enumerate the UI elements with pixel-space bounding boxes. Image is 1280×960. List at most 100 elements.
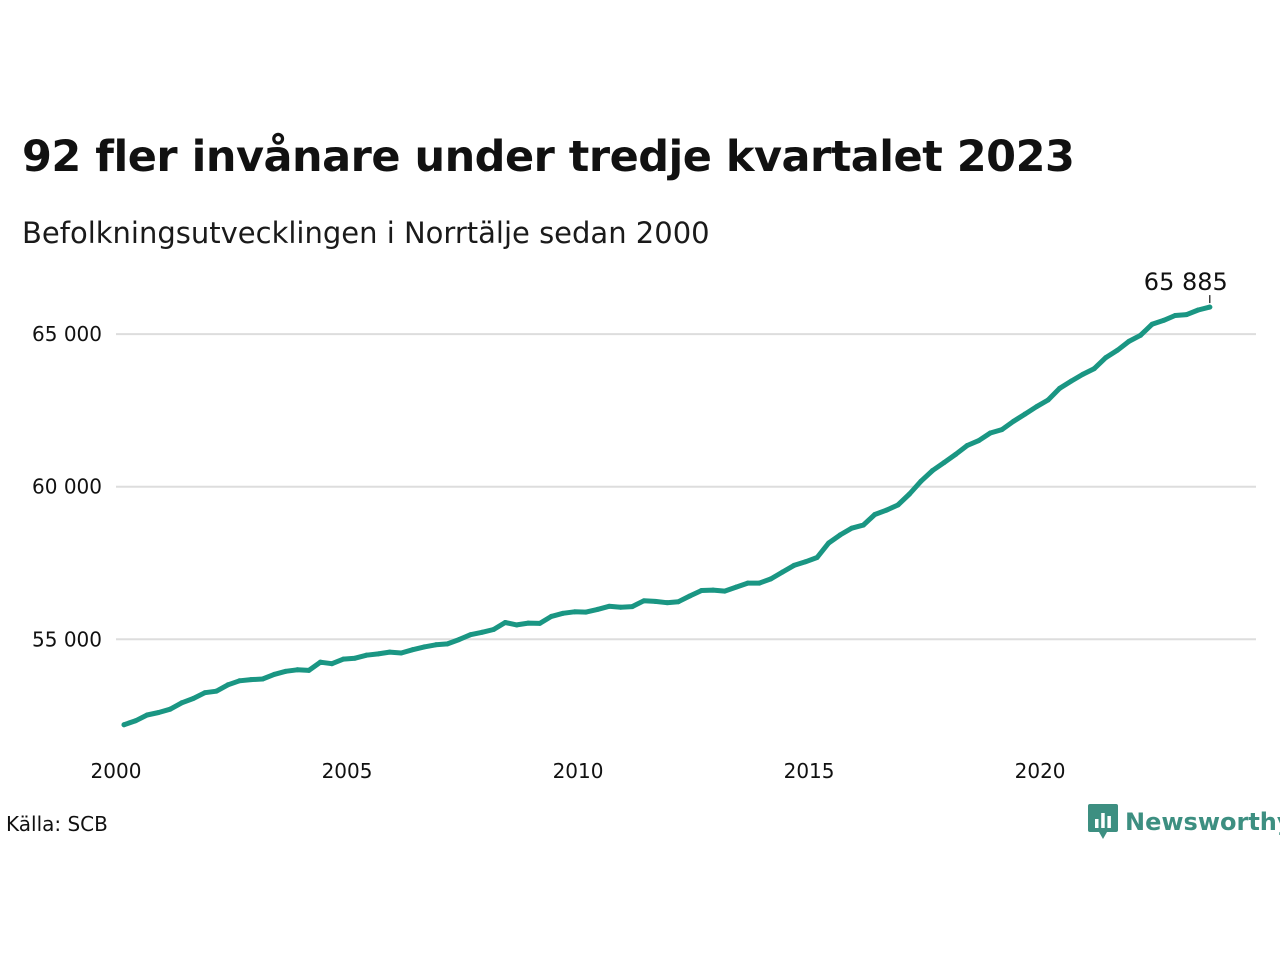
data-point: [1010, 418, 1016, 424]
data-point: [398, 650, 404, 656]
data-point: [410, 647, 416, 653]
data-point: [1195, 307, 1201, 313]
data-point: [987, 430, 993, 436]
data-point: [583, 609, 589, 615]
data-point: [953, 451, 959, 457]
data-point: [444, 641, 450, 647]
data-point: [872, 511, 878, 517]
data-point: [883, 507, 889, 513]
x-axis-labels: 2000 2005 2010 2015 2020: [91, 759, 1066, 783]
data-point: [710, 587, 716, 593]
data-point: [999, 427, 1005, 433]
data-point: [895, 502, 901, 508]
data-point: [1045, 397, 1051, 403]
data-point: [560, 610, 566, 616]
data-point: [479, 629, 485, 635]
data-point: [329, 661, 335, 667]
data-point: [1103, 355, 1109, 361]
data-point: [525, 620, 531, 626]
data-point: [468, 632, 474, 638]
data-point: [179, 700, 185, 706]
data-point: [1114, 347, 1120, 353]
x-tick-label: 2000: [91, 759, 142, 783]
data-point: [1057, 385, 1063, 391]
y-tick-label: 65 000: [32, 322, 102, 346]
data-point: [514, 622, 520, 628]
x-tick-label: 2015: [784, 759, 835, 783]
data-point: [837, 532, 843, 538]
data-point: [156, 710, 162, 716]
x-tick-label: 2020: [1015, 759, 1066, 783]
data-point: [190, 695, 196, 701]
data-point: [964, 442, 970, 448]
data-point: [456, 637, 462, 643]
data-point: [1126, 338, 1132, 344]
data-point: [248, 677, 254, 683]
end-value-label: 65 885: [1144, 268, 1228, 296]
data-point: [1207, 304, 1213, 310]
data-point: [1137, 332, 1143, 338]
data-point: [941, 460, 947, 466]
data-point: [930, 468, 936, 474]
data-point: [260, 676, 266, 682]
data-point: [826, 540, 832, 546]
data-point: [652, 598, 658, 604]
data-point: [618, 604, 624, 610]
newsworthy-logo-text: Newsworthy: [1125, 808, 1280, 836]
series-layer: [121, 304, 1213, 728]
data-point: [225, 682, 231, 688]
data-point: [768, 576, 774, 582]
data-point: [779, 569, 785, 575]
data-point: [814, 554, 820, 560]
data-point: [202, 690, 208, 696]
data-point: [1034, 404, 1040, 410]
data-point: [629, 604, 635, 610]
data-point: [918, 478, 924, 484]
grid-lines: [116, 333, 1256, 641]
data-point: [906, 491, 912, 497]
data-point: [756, 580, 762, 586]
data-point: [121, 722, 127, 728]
data-point: [537, 620, 543, 626]
data-point: [271, 671, 277, 677]
data-point: [237, 678, 243, 684]
data-point: [433, 642, 439, 648]
data-point: [803, 559, 809, 565]
data-point: [364, 652, 370, 658]
data-point: [144, 712, 150, 718]
data-point: [849, 525, 855, 531]
data-point: [860, 522, 866, 528]
data-point: [317, 659, 323, 665]
data-point: [687, 593, 693, 599]
data-point: [1149, 321, 1155, 327]
data-point: [167, 706, 173, 712]
data-point: [1022, 411, 1028, 417]
data-point: [502, 620, 508, 625]
data-point: [722, 588, 728, 594]
data-point: [491, 627, 497, 633]
data-point: [133, 718, 139, 724]
data-point: [571, 609, 577, 615]
data-point: [421, 644, 427, 650]
data-point: [1172, 312, 1178, 318]
data-point: [283, 668, 289, 674]
data-point: [664, 600, 670, 606]
newsworthy-logo[interactable]: Newsworthy: [1088, 804, 1280, 840]
data-point: [745, 580, 751, 586]
data-point: [375, 651, 381, 657]
data-point: [699, 587, 705, 593]
data-point: [294, 667, 300, 673]
y-tick-label: 60 000: [32, 475, 102, 499]
chart-subtitle: Befolkningsutvecklingen i Norrtälje seda…: [22, 216, 710, 250]
data-point: [1080, 371, 1086, 377]
data-point: [595, 606, 601, 612]
end-annotation: 65 885: [1144, 268, 1228, 304]
data-point: [387, 649, 393, 655]
data-point: [976, 438, 982, 444]
data-point: [606, 603, 612, 609]
data-point: [340, 656, 346, 662]
data-point: [1091, 366, 1097, 372]
y-tick-label: 55 000: [32, 627, 102, 651]
y-axis-labels: 55 000 60 000 65 000: [32, 322, 102, 651]
